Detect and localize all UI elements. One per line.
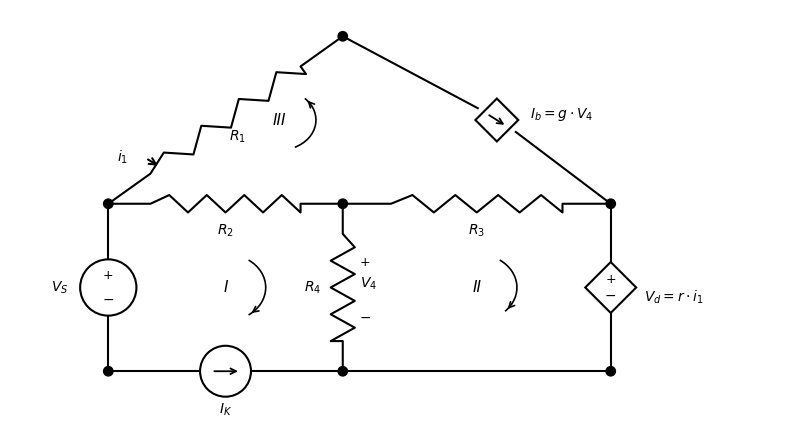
Text: +: + — [605, 273, 616, 286]
Text: $R_2$: $R_2$ — [217, 223, 234, 239]
Text: $I_b = g\cdot V_4$: $I_b = g\cdot V_4$ — [531, 106, 593, 123]
Circle shape — [338, 199, 347, 209]
Circle shape — [104, 366, 113, 376]
Circle shape — [338, 366, 347, 376]
Circle shape — [338, 32, 347, 41]
Text: −: − — [359, 310, 371, 325]
Circle shape — [606, 366, 615, 376]
Text: $I_K$: $I_K$ — [219, 401, 232, 418]
Text: −: − — [102, 292, 114, 306]
Text: $V_d = r\cdot i_1$: $V_d = r\cdot i_1$ — [645, 289, 704, 306]
Text: III: III — [273, 112, 286, 127]
Text: −: − — [605, 288, 616, 303]
Text: II: II — [472, 280, 481, 295]
Text: +: + — [103, 269, 114, 282]
Circle shape — [104, 199, 113, 209]
Text: $R_4$: $R_4$ — [304, 279, 321, 296]
Text: I: I — [223, 280, 228, 295]
Text: $R_1$: $R_1$ — [229, 128, 246, 145]
Circle shape — [606, 199, 615, 209]
Text: $i_1$: $i_1$ — [117, 148, 129, 165]
Text: $R_3$: $R_3$ — [468, 223, 485, 239]
Text: $V_4$: $V_4$ — [359, 276, 376, 292]
Text: +: + — [359, 255, 370, 269]
Text: $V_S$: $V_S$ — [51, 279, 68, 296]
